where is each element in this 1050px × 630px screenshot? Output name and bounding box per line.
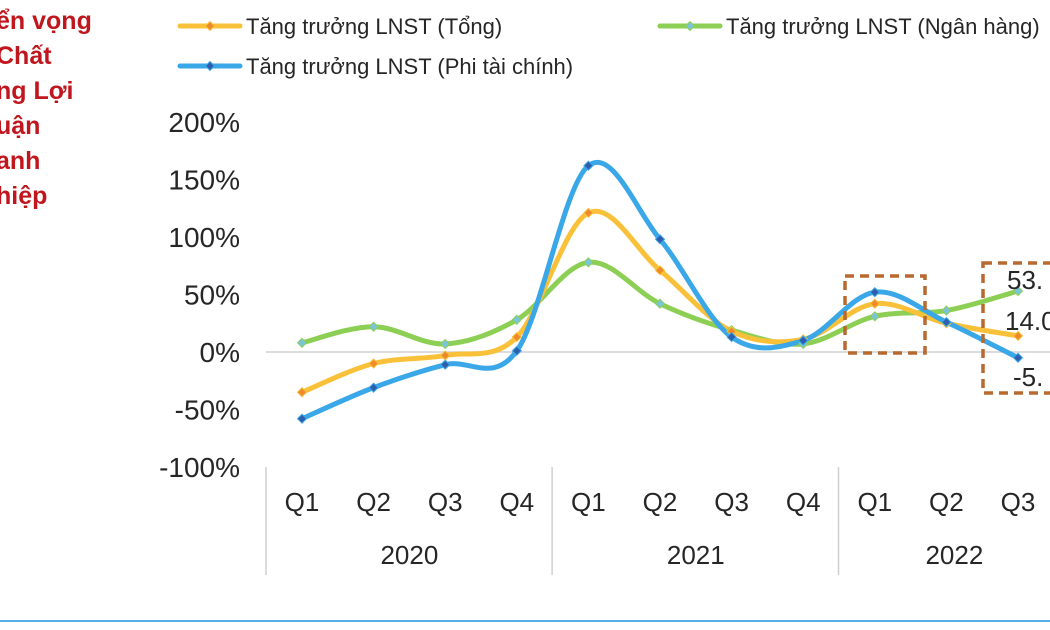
data-point	[941, 316, 952, 328]
axes: 200% 150% 100% 50% 0% -50% -100% Q1 Q2 Q3 Q4 Q1 Q2 Q3…	[159, 107, 1050, 575]
data-point	[296, 413, 308, 424]
x-tick-label: Q2	[643, 487, 678, 517]
bottom-divider	[0, 620, 1050, 622]
data-point	[368, 321, 379, 332]
x-group-label: 2020	[380, 540, 438, 570]
data-point	[511, 345, 523, 357]
x-tick-label: Q3	[428, 487, 463, 517]
data-point	[439, 338, 451, 350]
y-tick-label: 50%	[184, 280, 240, 311]
series-line	[299, 208, 1021, 395]
x-tick-label: Q4	[786, 487, 821, 517]
legend-marker	[204, 20, 216, 32]
series-line	[299, 160, 1021, 422]
series-markers	[296, 160, 1024, 424]
side-title-line: ng Lợi	[0, 77, 74, 105]
side-title-line: uận	[0, 112, 41, 140]
data-point	[869, 286, 881, 298]
legend: Tăng trưởng LNST (Tổng) Tăng trưởng LNST …	[177, 14, 1040, 79]
x-tick-label: Q1	[285, 487, 320, 517]
data-labels: 53. 14.0 -5.	[1005, 265, 1050, 392]
x-tick-label: Q2	[356, 487, 391, 517]
legend-marker	[204, 60, 216, 72]
y-tick-label: 150%	[168, 165, 240, 196]
side-title-line: anh	[0, 147, 41, 175]
legend-label: Tăng trưởng LNST (Tổng)	[246, 14, 502, 39]
x-tick-label: Q1	[571, 487, 606, 517]
legend-label: Tăng trưởng LNST (Phi tài chính)	[246, 54, 573, 79]
data-label: 14.0	[1005, 306, 1050, 336]
y-tick-label: -50%	[175, 395, 240, 426]
data-point	[1012, 285, 1024, 297]
data-point	[511, 314, 523, 326]
y-tick-label: 0%	[200, 337, 240, 368]
y-tick-label: 200%	[168, 107, 240, 138]
data-point	[654, 265, 666, 276]
side-title-line: hiệp	[0, 182, 48, 210]
x-group-label: 2022	[925, 540, 983, 570]
data-label: 53.	[1007, 265, 1043, 295]
data-point	[654, 234, 666, 245]
x-tick-label: Q4	[499, 487, 534, 517]
y-tick-label: -100%	[159, 452, 240, 483]
data-point	[654, 298, 666, 309]
x-tick-label: Q3	[714, 487, 749, 517]
highlight-boxes	[843, 261, 1050, 395]
data-point	[439, 359, 451, 370]
data-point	[797, 335, 809, 346]
x-tick-label: Q2	[929, 487, 964, 517]
data-point	[583, 160, 594, 171]
highlight-box	[981, 261, 1050, 395]
series-lines	[299, 160, 1021, 422]
legend-label: Tăng trưởng LNST (Ngân hàng)	[726, 14, 1040, 39]
data-point	[583, 207, 594, 219]
data-point	[511, 331, 523, 343]
x-tick-label: Q1	[857, 487, 892, 517]
data-point	[368, 382, 379, 393]
data-point	[869, 311, 881, 322]
data-point	[726, 331, 737, 343]
legend-marker	[684, 20, 696, 32]
y-tick-label: 100%	[168, 222, 240, 253]
data-point	[296, 387, 308, 398]
data-point	[1012, 352, 1024, 363]
data-point	[869, 298, 881, 309]
data-point	[296, 337, 308, 349]
data-point	[1012, 330, 1024, 342]
data-point	[368, 358, 379, 369]
data-point	[583, 257, 594, 268]
x-tick-label: Q3	[1001, 487, 1036, 517]
x-group-label: 2021	[667, 540, 725, 570]
side-title: ển vọng Chất ng Lợi uận anh hiệp	[0, 4, 126, 214]
side-title-line: ển vọng	[0, 7, 92, 35]
data-point	[941, 305, 952, 316]
side-title-line: Chất	[0, 42, 52, 70]
highlight-box	[843, 274, 927, 355]
data-label: -5.	[1013, 362, 1043, 392]
